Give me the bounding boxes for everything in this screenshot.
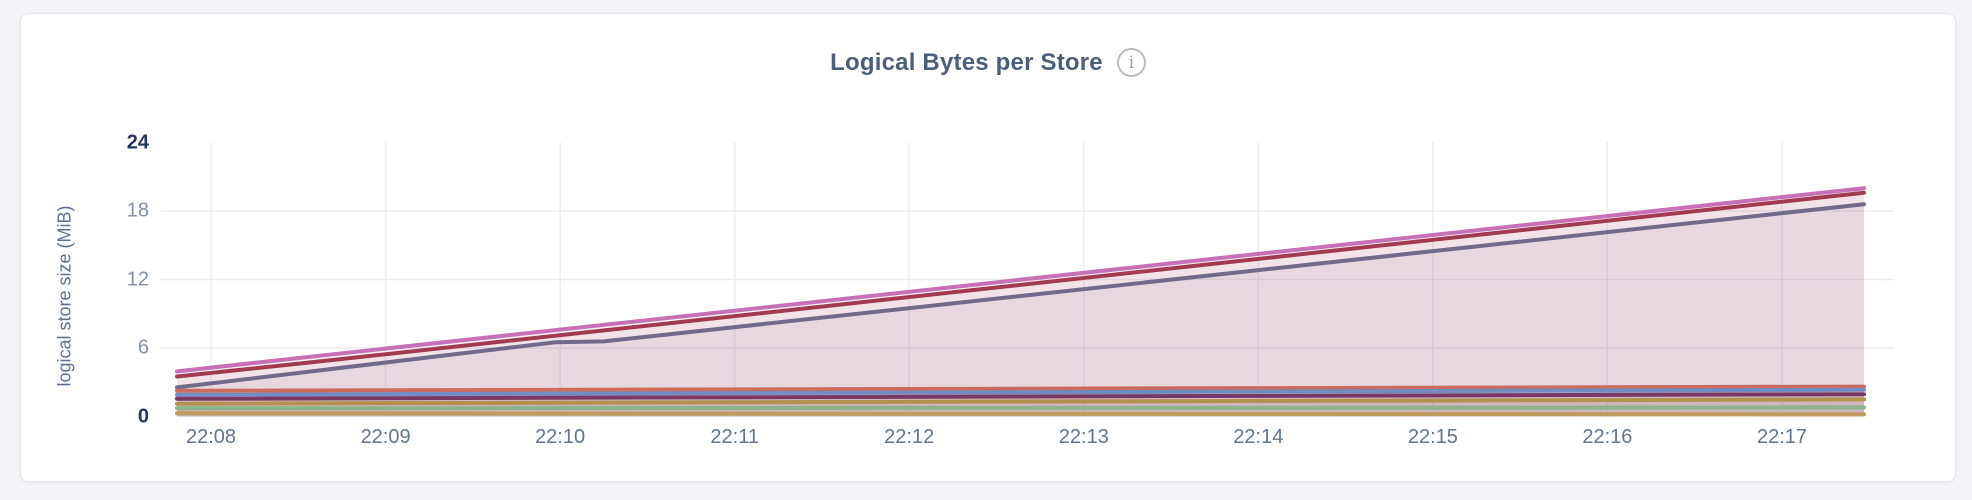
y-tick-label-0: 0	[137, 405, 149, 427]
x-tick-label-22:08: 22:08	[185, 426, 237, 448]
x-tick-label-22:12: 22:12	[884, 426, 935, 448]
line-chart-plot-area[interactable]	[21, 14, 1957, 483]
y-tick-label-12: 12	[126, 268, 149, 290]
series-line-store-5	[175, 387, 1866, 397]
series-line-store-1	[175, 186, 1866, 374]
x-tick-label-22:15: 22:15	[1407, 426, 1458, 448]
chart-card: Logical Bytes per Store i logical store …	[20, 13, 1956, 482]
series-area-store-1	[177, 188, 1864, 417]
y-tick-label-18: 18	[126, 199, 149, 222]
series-line-store-6	[175, 392, 1866, 401]
info-icon[interactable]: i	[1116, 48, 1146, 77]
series-line-store-4	[175, 384, 1866, 393]
x-tick-label-22:16: 22:16	[1582, 426, 1633, 448]
series-line-store-9	[175, 411, 1866, 417]
chart-header: Logical Bytes per Store i	[21, 48, 1955, 77]
x-tick-label-22:14: 22:14	[1233, 426, 1284, 448]
series-line-store-8	[175, 405, 1866, 411]
x-tick-label-22:09: 22:09	[360, 426, 411, 448]
y-tick-label-6: 6	[137, 336, 149, 359]
chart-title: Logical Bytes per Store	[830, 48, 1103, 76]
series-line-store-3	[175, 202, 1866, 390]
series-area-store-3	[177, 204, 1864, 417]
x-tick-label-22:11: 22:11	[710, 426, 759, 448]
x-tick-label-22:10: 22:10	[535, 426, 586, 448]
y-tick-label-24: 24	[126, 131, 149, 153]
x-tick-label-22:17: 22:17	[1756, 426, 1808, 448]
x-tick-label-22:13: 22:13	[1058, 426, 1109, 448]
series-line-store-7	[175, 397, 1866, 406]
series-line-store-2	[175, 190, 1866, 379]
